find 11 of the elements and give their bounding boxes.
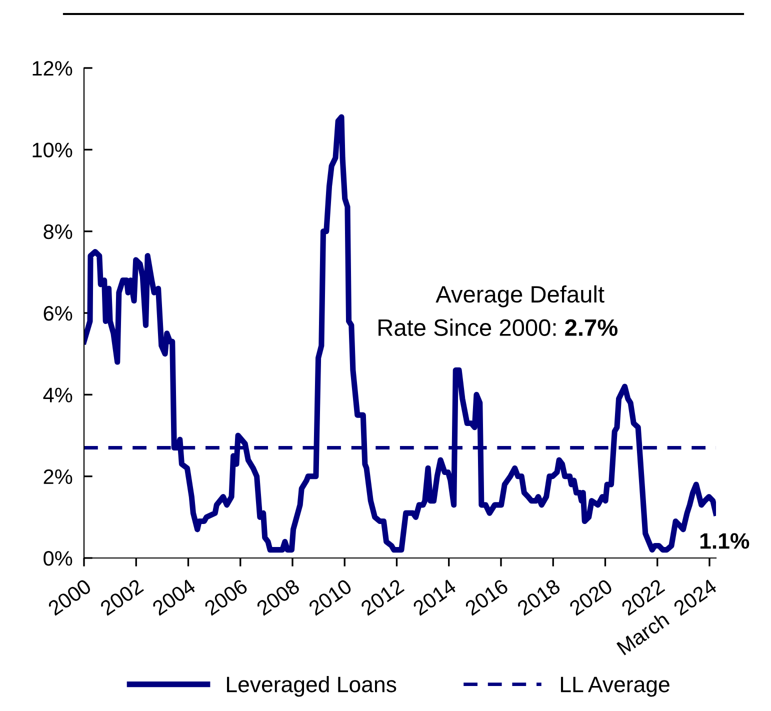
legend-label: LL Average bbox=[560, 676, 670, 697]
y-tick-label: 10% bbox=[32, 142, 72, 158]
y-tick-label: 12% bbox=[32, 61, 72, 76]
y-tick-label: 4% bbox=[43, 388, 72, 402]
annotation: Average Default Rate Since 2000: 2.7% bbox=[378, 285, 618, 336]
y-tick-label: 0% bbox=[44, 551, 72, 566]
y-tick-label: 2% bbox=[44, 469, 72, 484]
y-tick-label: 8% bbox=[44, 224, 72, 240]
legend-label: Leveraged Loans bbox=[227, 676, 396, 697]
y-tick-label: 6% bbox=[44, 306, 72, 321]
annotation: 1.1% bbox=[700, 533, 750, 549]
